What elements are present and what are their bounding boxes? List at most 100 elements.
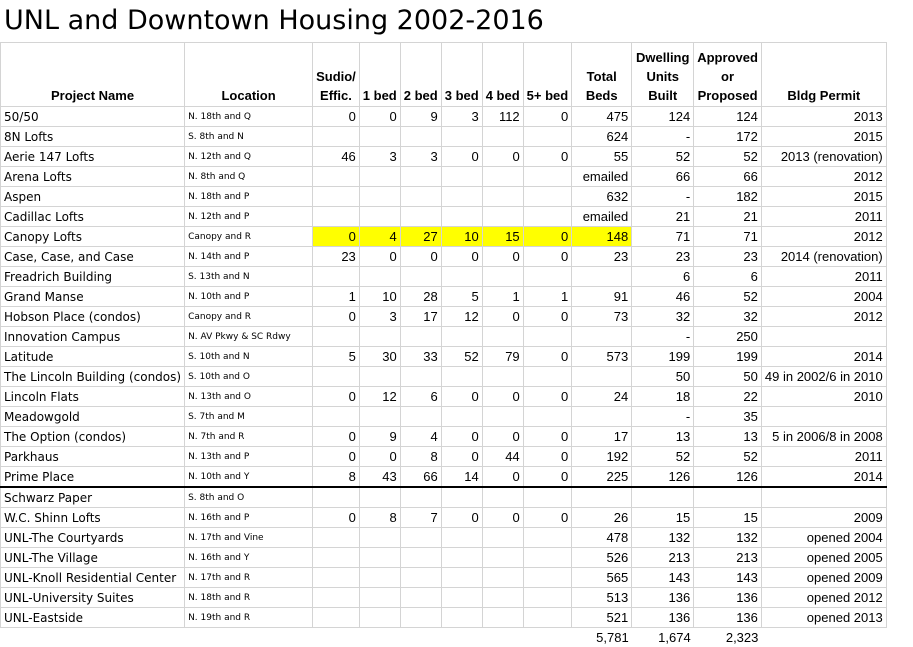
four-bed-cell[interactable]	[482, 588, 523, 608]
two-bed-cell[interactable]	[400, 327, 441, 347]
five-bed-cell[interactable]	[523, 327, 572, 347]
four-bed-cell[interactable]: 44	[482, 447, 523, 467]
bldg-permit-cell[interactable]: opened 2009	[761, 568, 886, 588]
total-beds-cell[interactable]: 521	[572, 608, 632, 628]
studio-cell[interactable]: 0	[313, 227, 360, 247]
one-bed-cell[interactable]	[359, 407, 400, 427]
location-cell[interactable]: Canopy and R	[185, 227, 313, 247]
one-bed-cell[interactable]	[359, 367, 400, 387]
approved-cell[interactable]: 52	[694, 147, 762, 167]
five-bed-cell[interactable]	[523, 187, 572, 207]
studio-cell[interactable]	[313, 267, 360, 287]
total-beds-cell[interactable]: 632	[572, 187, 632, 207]
header-total-beds[interactable]: Total Beds	[572, 43, 632, 107]
one-bed-cell[interactable]	[359, 127, 400, 147]
two-bed-cell[interactable]: 17	[400, 307, 441, 327]
studio-cell[interactable]: 0	[313, 508, 360, 528]
five-bed-cell[interactable]: 0	[523, 447, 572, 467]
five-bed-cell[interactable]: 0	[523, 107, 572, 127]
project-name-cell[interactable]: Arena Lofts	[1, 167, 185, 187]
three-bed-cell[interactable]: 14	[441, 467, 482, 488]
project-name-cell[interactable]: UNL-Knoll Residential Center	[1, 568, 185, 588]
two-bed-cell[interactable]: 7	[400, 508, 441, 528]
project-name-cell[interactable]: Cadillac Lofts	[1, 207, 185, 227]
total-beds-cell[interactable]: 565	[572, 568, 632, 588]
approved-cell[interactable]: 136	[694, 588, 762, 608]
bldg-permit-cell[interactable]: 2012	[761, 307, 886, 327]
studio-cell[interactable]	[313, 588, 360, 608]
three-bed-cell[interactable]: 0	[441, 247, 482, 267]
three-bed-cell[interactable]: 0	[441, 147, 482, 167]
one-bed-cell[interactable]	[359, 487, 400, 508]
bldg-permit-cell[interactable]: 2015	[761, 187, 886, 207]
studio-cell[interactable]	[313, 548, 360, 568]
two-bed-cell[interactable]	[400, 528, 441, 548]
three-bed-cell[interactable]: 0	[441, 427, 482, 447]
dwelling-units-cell[interactable]: 46	[632, 287, 694, 307]
project-name-cell[interactable]: Aerie 147 Lofts	[1, 147, 185, 167]
project-name-cell[interactable]: Hobson Place (condos)	[1, 307, 185, 327]
studio-cell[interactable]: 0	[313, 387, 360, 407]
dwelling-units-cell[interactable]: 13	[632, 427, 694, 447]
bldg-permit-cell[interactable]: 2010	[761, 387, 886, 407]
dwelling-units-cell[interactable]: 66	[632, 167, 694, 187]
three-bed-cell[interactable]: 0	[441, 508, 482, 528]
project-name-cell[interactable]: Canopy Lofts	[1, 227, 185, 247]
five-bed-cell[interactable]	[523, 487, 572, 508]
studio-cell[interactable]	[313, 207, 360, 227]
studio-cell[interactable]	[313, 487, 360, 508]
one-bed-cell[interactable]: 30	[359, 347, 400, 367]
three-bed-cell[interactable]: 0	[441, 387, 482, 407]
bldg-permit-cell[interactable]: opened 2004	[761, 528, 886, 548]
one-bed-cell[interactable]: 43	[359, 467, 400, 488]
location-cell[interactable]: N. 10th and Y	[185, 467, 313, 488]
four-bed-cell[interactable]: 0	[482, 247, 523, 267]
bldg-permit-cell[interactable]	[761, 407, 886, 427]
header-3-bed[interactable]: 3 bed	[441, 43, 482, 107]
five-bed-cell[interactable]	[523, 568, 572, 588]
four-bed-cell[interactable]: 112	[482, 107, 523, 127]
total-beds-cell[interactable]: 148	[572, 227, 632, 247]
four-bed-cell[interactable]	[482, 548, 523, 568]
two-bed-cell[interactable]	[400, 608, 441, 628]
two-bed-cell[interactable]: 6	[400, 387, 441, 407]
approved-cell[interactable]: 136	[694, 608, 762, 628]
total-beds-cell[interactable]: 225	[572, 467, 632, 488]
two-bed-cell[interactable]: 9	[400, 107, 441, 127]
four-bed-cell[interactable]	[482, 127, 523, 147]
project-name-cell[interactable]: Schwarz Paper	[1, 487, 185, 508]
two-bed-cell[interactable]	[400, 207, 441, 227]
bldg-permit-cell[interactable]: opened 2013	[761, 608, 886, 628]
four-bed-cell[interactable]	[482, 568, 523, 588]
one-bed-cell[interactable]	[359, 568, 400, 588]
project-name-cell[interactable]: The Option (condos)	[1, 427, 185, 447]
one-bed-cell[interactable]: 0	[359, 447, 400, 467]
bldg-permit-cell[interactable]: 5 in 2006/8 in 2008	[761, 427, 886, 447]
studio-cell[interactable]	[313, 127, 360, 147]
total-beds-cell[interactable]	[572, 327, 632, 347]
total-beds-cell[interactable]: 513	[572, 588, 632, 608]
approved-cell[interactable]: 213	[694, 548, 762, 568]
two-bed-cell[interactable]: 27	[400, 227, 441, 247]
approved-cell[interactable]: 199	[694, 347, 762, 367]
five-bed-cell[interactable]	[523, 608, 572, 628]
four-bed-cell[interactable]: 0	[482, 427, 523, 447]
three-bed-cell[interactable]	[441, 327, 482, 347]
location-cell[interactable]: S. 10th and N	[185, 347, 313, 367]
header-location[interactable]: Location	[185, 43, 313, 107]
dwelling-units-sum[interactable]: 1,674	[632, 628, 694, 647]
four-bed-cell[interactable]: 1	[482, 287, 523, 307]
total-beds-cell[interactable]: 478	[572, 528, 632, 548]
five-bed-cell[interactable]	[523, 588, 572, 608]
location-cell[interactable]: N. 19th and R	[185, 608, 313, 628]
two-bed-cell[interactable]: 33	[400, 347, 441, 367]
three-bed-cell[interactable]: 52	[441, 347, 482, 367]
two-bed-cell[interactable]: 4	[400, 427, 441, 447]
project-name-cell[interactable]: 8N Lofts	[1, 127, 185, 147]
three-bed-cell[interactable]	[441, 487, 482, 508]
bldg-permit-cell[interactable]: 2004	[761, 287, 886, 307]
empty-cell[interactable]	[523, 628, 572, 647]
location-cell[interactable]: N. 8th and Q	[185, 167, 313, 187]
approved-cell[interactable]: 52	[694, 287, 762, 307]
location-cell[interactable]: N. 16th and Y	[185, 548, 313, 568]
